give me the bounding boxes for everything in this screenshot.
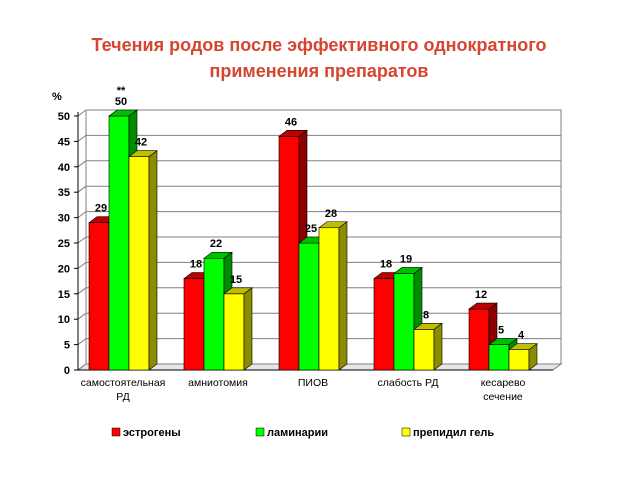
data-label: 12 [475, 289, 487, 301]
bar-front [318, 227, 340, 371]
bar-front [183, 278, 205, 371]
gridline-side [77, 160, 87, 168]
bar-front [508, 349, 530, 371]
bar-top [413, 323, 443, 330]
legend-swatch [111, 427, 121, 437]
data-label: 25 [305, 223, 317, 235]
bars [88, 109, 538, 371]
category-label: амниотомия [188, 377, 248, 389]
data-label: 46 [285, 116, 297, 128]
data-label: 19 [400, 253, 412, 265]
legend-swatch [401, 427, 411, 437]
bar-front [88, 222, 110, 371]
y-tick-label: 25 [58, 238, 70, 250]
gridline-side [77, 211, 87, 219]
legend-label: эстрогены [123, 427, 181, 439]
data-label: 4 [518, 330, 525, 342]
data-label: 15 [230, 274, 242, 286]
data-label: 29 [95, 203, 107, 215]
bar-top [318, 221, 348, 229]
y-tick-label: 30 [58, 213, 70, 225]
bar-top [508, 343, 538, 350]
chart-title-line2: применения препаратов [209, 61, 429, 81]
y-tick-label: 15 [58, 289, 70, 301]
bar [223, 287, 253, 371]
category-label: самостоятельная [81, 377, 166, 389]
bar-side [433, 322, 443, 371]
category-label: сечение [483, 391, 523, 403]
bar [318, 221, 348, 371]
gridline-side [77, 261, 87, 269]
legend-item: эстрогены [111, 427, 181, 439]
data-label: 50 [115, 96, 127, 108]
bar-side [338, 221, 348, 371]
y-tick-label: 35 [58, 187, 70, 199]
bar-front [373, 278, 395, 371]
gridline-side [77, 185, 87, 193]
y-tick-label: 45 [58, 136, 70, 148]
data-label: 5 [498, 325, 504, 337]
bar-side [243, 287, 253, 371]
category-label: слабость РД [378, 377, 439, 389]
y-tick-label: 0 [64, 365, 70, 377]
category-label: ПИОВ [298, 377, 328, 389]
bar-side [148, 150, 158, 371]
category-labels: самостоятельная РД амниотомия ПИОВ слабость … [81, 377, 526, 403]
bar-top [468, 302, 498, 310]
legend-item: препидил гель [401, 427, 494, 439]
bar-front [468, 308, 490, 371]
bar-top [223, 287, 253, 295]
gridline-side [77, 363, 87, 371]
annotation-label: ** [117, 85, 126, 97]
category-label: РД [116, 391, 129, 403]
y-tick-label: 20 [58, 263, 70, 275]
bar-front [413, 329, 435, 371]
legend-label: ламинарии [267, 427, 328, 439]
gridline-side [77, 236, 87, 244]
bar [413, 322, 443, 371]
gridline-side [77, 287, 87, 295]
gridline-side [77, 338, 87, 346]
bar-top [393, 267, 423, 274]
bar-front [393, 273, 415, 371]
data-label: 18 [190, 259, 202, 271]
chart-title: Течения родов после эффективного однокра… [0, 32, 638, 84]
bar-front [488, 344, 510, 371]
y-tick-label: 50 [58, 111, 70, 123]
legend-label: препидил гель [413, 427, 494, 439]
bar-front [278, 136, 300, 371]
bar [128, 150, 158, 371]
y-axis-label: % [52, 91, 62, 103]
legend-item: ламинарии [255, 427, 328, 439]
gridline-side [77, 312, 87, 320]
data-label: 22 [210, 238, 222, 250]
bar-top [108, 109, 138, 117]
bar-front [203, 257, 225, 371]
data-label: 8 [423, 309, 429, 321]
gridline-side [77, 109, 87, 117]
bar-top [203, 251, 233, 259]
bar-front [108, 115, 130, 371]
data-labels: 29 50** 42 18 22 15 46 25 28 18 19 8 12 5 4 [95, 85, 525, 342]
legend: эстрогены ламинарии препидил гель [111, 427, 494, 439]
y-tick-label: 40 [58, 162, 70, 174]
data-label: 42 [135, 137, 147, 149]
y-tick-label: 5 [64, 340, 70, 352]
bar-top [488, 338, 518, 345]
bar-front [128, 156, 150, 371]
data-label: 18 [380, 259, 392, 271]
bar-top [278, 130, 308, 137]
category-label: кесарево [481, 377, 526, 389]
data-label: 28 [325, 208, 337, 220]
bar-front [298, 242, 320, 371]
gridline-side [77, 134, 87, 142]
bar-front [223, 293, 245, 371]
bar [508, 343, 538, 371]
y-tick-label: 10 [58, 314, 70, 326]
legend-swatch [255, 427, 265, 437]
bar-top [128, 150, 158, 157]
chart-title-line1: Течения родов после эффективного однокра… [91, 35, 547, 55]
